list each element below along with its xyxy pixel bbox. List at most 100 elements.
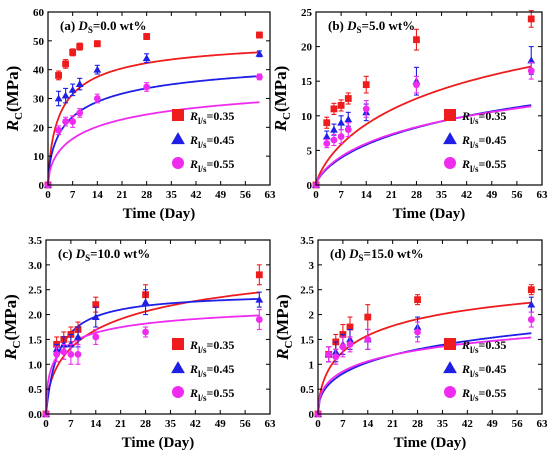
data-point-R045: [142, 54, 151, 62]
data-point-R055: [344, 126, 352, 134]
legend-value: =0.35: [207, 109, 235, 123]
legend-value: =0.35: [479, 109, 507, 123]
legend-symbol: R: [461, 338, 470, 352]
x-tick-label: 0: [43, 418, 49, 430]
data-point-R035: [527, 15, 535, 23]
fit-curve-R035: [47, 51, 260, 186]
panel-title-subscript: S: [85, 253, 90, 263]
x-tick-label: 42: [462, 418, 474, 430]
x-tick-label: 49: [215, 418, 227, 430]
y-tick-label: 0.5: [300, 384, 314, 396]
x-tick-label: 56: [240, 189, 252, 201]
data-point-R035: [362, 81, 370, 89]
y-axis-unit: (MPa): [273, 294, 292, 340]
y-axis-unit: (MPa): [271, 66, 290, 112]
fit-curve-R055: [47, 101, 260, 186]
legend-label-R035: Rl/s=0.35: [189, 109, 234, 126]
data-point-R055: [76, 109, 84, 117]
y-axis-label: RC(MPa): [271, 66, 293, 133]
x-tick-label: 7: [340, 418, 346, 430]
data-point-R035: [346, 323, 354, 331]
y-tick-label: 5: [307, 145, 313, 157]
data-point-R055: [255, 316, 263, 323]
data-point-R055: [362, 105, 370, 113]
y-axis-symbol: R: [271, 120, 290, 132]
y-axis-label: RC(MPa): [273, 294, 295, 361]
legend-symbol: R: [189, 386, 198, 400]
data-point-R055: [332, 353, 340, 361]
x-tick-label: 21: [117, 189, 128, 201]
data-point-R055: [330, 136, 338, 144]
data-point-R045: [527, 56, 536, 64]
data-point-R035: [414, 296, 421, 304]
y-tick-label: 25: [301, 7, 313, 19]
y-axis-unit: (MPa): [1, 294, 20, 340]
x-tick-label: 0: [315, 418, 321, 430]
panel-title-symbol: D: [75, 246, 86, 261]
legend-subscript: l/s: [198, 116, 207, 126]
legend-label-R045: Rl/s=0.45: [461, 362, 506, 379]
y-tick-label: 0: [39, 180, 45, 192]
data-point-R055: [527, 67, 535, 75]
legend-symbol: R: [461, 362, 470, 376]
x-tick-label: 28: [412, 418, 424, 430]
data-point-R055: [69, 118, 77, 125]
data-point-R035: [323, 119, 331, 127]
data-point-R035: [92, 301, 100, 309]
data-point-R055: [364, 336, 372, 343]
panel-title-symbol: D: [348, 246, 359, 261]
x-tick-label: 49: [487, 418, 499, 430]
x-tick-label: 0: [313, 189, 319, 201]
data-point-R035: [143, 33, 151, 40]
legend-value: =0.55: [479, 157, 507, 171]
legend-subscript: l/s: [198, 140, 207, 150]
y-tick-label: 0.5: [28, 384, 42, 396]
panel-title-value: =5.0 wt%: [362, 18, 416, 33]
x-tick-label: 42: [461, 189, 473, 201]
panel-title-subscript: S: [357, 25, 362, 35]
legend-subscript: l/s: [470, 116, 479, 126]
data-point-R045: [61, 91, 70, 99]
x-tick-label: 21: [115, 418, 126, 430]
x-tick-label: 42: [190, 418, 202, 430]
legend-marker-R055: [172, 386, 184, 398]
data-point-R035: [62, 60, 70, 68]
x-tick-label: 49: [486, 189, 498, 201]
legend-value: =0.35: [207, 338, 235, 352]
y-tick-label: 3.5: [300, 235, 314, 247]
data-point-R035: [337, 102, 345, 109]
x-tick-label: 63: [537, 418, 549, 430]
legend-label-R045: Rl/s=0.45: [189, 133, 234, 150]
data-point-R045: [255, 49, 264, 57]
plot-frame: [47, 11, 271, 186]
x-tick-label: 14: [361, 189, 373, 201]
legend-symbol: R: [461, 157, 470, 171]
data-point-R045: [322, 132, 331, 140]
y-axis-symbol: R: [1, 348, 20, 360]
legend-symbol: R: [189, 338, 198, 352]
y-tick-label: 0: [309, 409, 315, 421]
chart-panel-2: 0 7 14 21 28 35 42 49 56 63 0.0 0.5 1.0 1.5 2.0 2.5 3.0 3…: [1, 235, 276, 451]
x-tick-label: 56: [511, 189, 523, 201]
legend-subscript: l/s: [198, 369, 207, 379]
x-tick-label: 35: [437, 418, 449, 430]
legend-value: =0.45: [479, 362, 507, 376]
legend-label-R055: Rl/s=0.55: [189, 386, 234, 403]
panel-title-subscript: S: [88, 25, 93, 35]
panel-title: (a) DS=0.0 wt%: [60, 18, 146, 35]
y-tick-label: 0: [307, 180, 313, 192]
fit-curve-R045: [317, 332, 532, 415]
x-tick-label: 21: [387, 418, 398, 430]
legend-marker-R055: [444, 157, 456, 169]
data-point-R055: [74, 350, 82, 358]
y-tick-label: 40: [33, 65, 45, 77]
legend-symbol: R: [189, 362, 198, 376]
y-axis-label: RC(MPa): [1, 294, 23, 361]
x-tick-label: 14: [92, 189, 104, 201]
data-point-R055: [414, 328, 421, 336]
x-tick-label: 56: [240, 418, 252, 430]
data-point-R045: [75, 80, 84, 88]
x-tick-label: 0: [45, 189, 51, 201]
data-point-R045: [337, 118, 346, 126]
